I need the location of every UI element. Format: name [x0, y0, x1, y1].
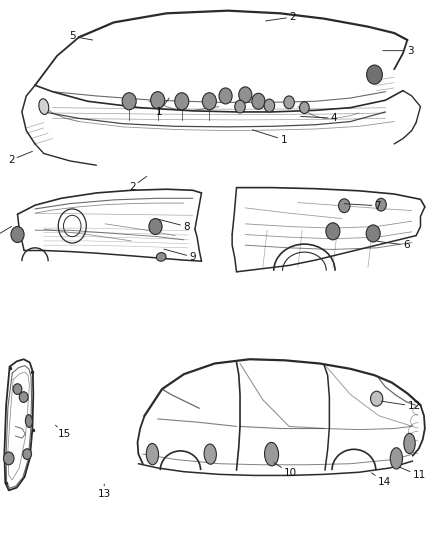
Circle shape [252, 93, 265, 109]
Circle shape [239, 87, 252, 103]
Circle shape [264, 99, 275, 112]
Circle shape [219, 88, 232, 104]
Ellipse shape [39, 99, 49, 115]
Ellipse shape [156, 253, 166, 261]
Text: 13: 13 [98, 484, 111, 498]
Text: 2: 2 [8, 151, 32, 165]
Circle shape [235, 100, 245, 113]
Text: 2: 2 [129, 176, 147, 191]
Text: 11: 11 [399, 467, 426, 480]
Text: 14: 14 [371, 473, 391, 487]
Circle shape [23, 449, 32, 459]
Circle shape [371, 391, 383, 406]
Circle shape [376, 198, 386, 211]
Ellipse shape [390, 448, 403, 469]
Text: 7: 7 [344, 201, 381, 211]
Circle shape [284, 96, 294, 109]
Text: 1: 1 [252, 130, 287, 144]
Circle shape [19, 392, 28, 402]
Text: 5: 5 [69, 31, 93, 41]
Ellipse shape [204, 444, 216, 464]
Ellipse shape [404, 433, 415, 454]
Circle shape [326, 223, 340, 240]
Circle shape [366, 225, 380, 242]
Circle shape [175, 93, 189, 110]
Circle shape [202, 93, 216, 110]
Text: 10: 10 [274, 463, 297, 478]
Circle shape [300, 102, 309, 114]
Circle shape [339, 199, 350, 213]
Circle shape [11, 227, 24, 243]
Text: 6: 6 [377, 240, 410, 250]
Circle shape [149, 219, 162, 235]
Text: 1: 1 [155, 98, 169, 117]
Text: 2: 2 [265, 12, 296, 22]
Circle shape [151, 92, 165, 109]
Circle shape [122, 93, 136, 110]
Text: 8: 8 [0, 227, 12, 241]
Text: 3: 3 [383, 46, 414, 55]
Text: 9: 9 [164, 249, 196, 262]
Text: 12: 12 [381, 401, 420, 411]
Ellipse shape [265, 442, 279, 466]
Circle shape [367, 65, 382, 84]
Ellipse shape [25, 415, 32, 427]
Circle shape [4, 452, 14, 465]
Circle shape [13, 384, 22, 394]
Text: 4: 4 [300, 114, 337, 123]
Text: 8: 8 [158, 219, 190, 231]
Ellipse shape [146, 443, 159, 465]
Text: 15: 15 [56, 425, 71, 439]
